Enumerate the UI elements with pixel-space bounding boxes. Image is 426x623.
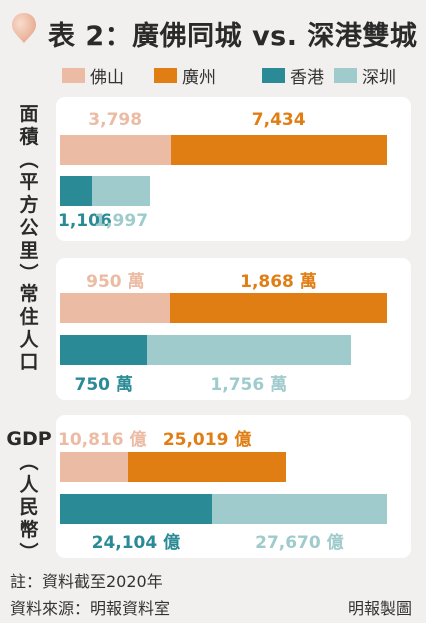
credit: 明報製圖 — [347, 599, 412, 618]
data-label: 1,868 萬 — [240, 272, 317, 292]
legend-swatch-foshan — [62, 67, 85, 83]
label-char: 住 — [19, 305, 39, 328]
panel-population: 950 萬 1,868 萬 750 萬 1,756 萬 — [56, 258, 411, 400]
legend-item-foshan: 佛山 — [62, 64, 124, 88]
legend-label-hongkong: 香港 — [290, 67, 324, 88]
chart-title: 表 2：廣佛同城 vs. 深港雙城 — [48, 21, 418, 52]
data-label: 950 萬 — [86, 272, 145, 292]
category-label-gdp: GDP ︵ 人 民 幣 ︶ — [4, 428, 54, 565]
panel-area: 3,798 7,434 1,106 1,997 — [56, 97, 411, 241]
label-gdp-text: GDP — [6, 428, 52, 450]
data-label: 10,816 億 — [58, 430, 147, 450]
label-char: 公 — [19, 216, 39, 239]
category-label-area: 面 積 ︵ 平 方 公 里 ︶ — [14, 103, 44, 285]
bar-segment — [92, 176, 151, 206]
data-label: 25,019 億 — [162, 430, 252, 450]
legend-label-foshan: 佛山 — [90, 67, 124, 88]
label-char: 方 — [19, 194, 39, 217]
legend-label-guangzhou: 廣州 — [182, 67, 216, 88]
label-char: 民 — [19, 496, 39, 519]
footnote: 註：資料截至2020年 — [10, 572, 163, 591]
legend-item-shenzhen: 深圳 — [334, 64, 396, 88]
label-char: 人 — [19, 473, 39, 496]
bar-segment — [212, 494, 387, 524]
map-pin-icon — [12, 13, 36, 43]
bar-segment — [60, 135, 171, 165]
label-char: 里 — [19, 239, 39, 262]
bar-segment — [128, 452, 287, 482]
label-char: 平 — [19, 171, 39, 194]
bar-segment — [170, 293, 387, 323]
label-char: 口 — [19, 351, 39, 374]
data-label: 3,798 — [88, 110, 143, 130]
bar-segment — [147, 335, 351, 365]
data-label: 24,104 億 — [91, 533, 181, 553]
data-label: 7,434 — [251, 110, 306, 130]
legend-item-guangzhou: 廣州 — [154, 64, 216, 88]
legend-swatch-hongkong — [262, 67, 285, 83]
label-char: ︶ — [19, 262, 39, 285]
category-label-population: 常 住 人 口 — [14, 283, 44, 374]
data-label: 1,106 — [58, 211, 112, 231]
bar-segment — [60, 452, 129, 482]
bar-segment — [60, 293, 171, 323]
legend: 佛山 廣州 香港 深圳 — [62, 64, 422, 88]
data-label: 27,670 億 — [255, 533, 344, 553]
label-char: ︵ — [19, 148, 39, 171]
panel-gdp: 10,816 億 25,019 億 24,104 億 27,670 億 — [56, 415, 411, 558]
label-char: ︶ — [19, 541, 39, 564]
label-char: 幣 — [19, 519, 39, 542]
label-char: ︵ — [19, 450, 39, 473]
legend-label-shenzhen: 深圳 — [362, 67, 396, 88]
label-char: 面 — [19, 103, 39, 125]
legend-swatch-guangzhou — [154, 67, 177, 83]
label-char: 常 — [19, 283, 39, 305]
bar-segment — [60, 176, 93, 206]
data-label: 1,997 — [94, 211, 149, 231]
data-label: 750 萬 — [74, 375, 133, 395]
bar-segment — [170, 135, 387, 165]
legend-item-hongkong: 香港 — [262, 64, 324, 88]
source-note: 資料來源：明報資料室 — [10, 599, 171, 618]
data-label: 1,756 萬 — [210, 375, 288, 395]
label-char: 人 — [19, 328, 39, 351]
label-char: 積 — [19, 125, 39, 148]
legend-swatch-shenzhen — [334, 67, 357, 83]
bar-segment — [60, 494, 213, 524]
chart-header: 表 2：廣佛同城 vs. 深港雙城 — [0, 0, 426, 60]
bar-segment — [60, 335, 148, 365]
